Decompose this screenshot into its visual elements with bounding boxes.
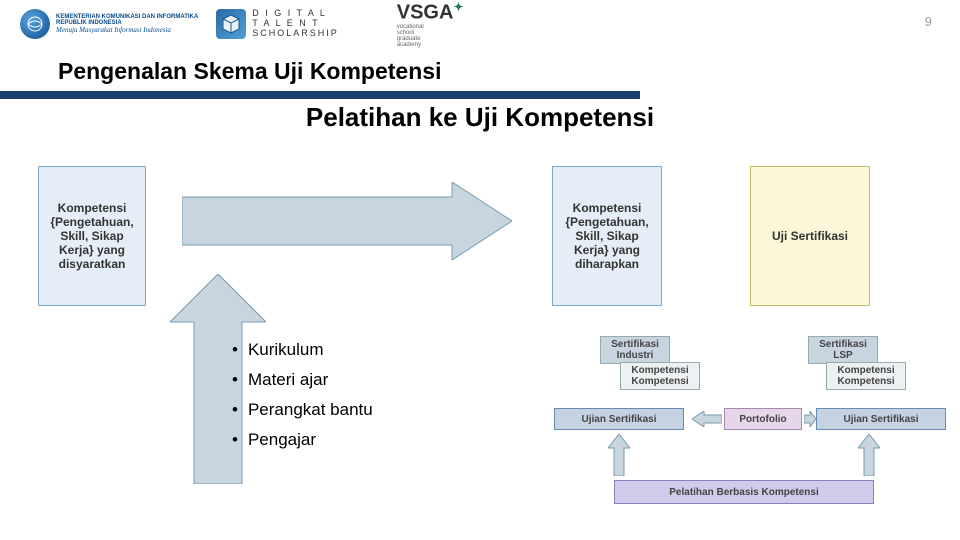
page-number: 9 xyxy=(925,14,932,29)
vsga-logo: VSGA✦ vocational school graduate academy xyxy=(397,0,464,48)
box-ujian-sertifikasi-1: Ujian Sertifikasi xyxy=(554,408,684,430)
arrow-up-small-1 xyxy=(608,434,630,476)
vsga-text: VSGA✦ xyxy=(397,0,464,24)
box-ujian-sertifikasi-2: Ujian Sertifikasi xyxy=(816,408,946,430)
bullet-kurikulum: Kurikulum xyxy=(232,340,373,360)
bullet-list: Kurikulum Materi ajar Perangkat bantu Pe… xyxy=(232,340,373,460)
box-sertifikasi-lsp: Sertifikasi LSP xyxy=(808,336,878,364)
bullet-pengajar: Pengajar xyxy=(232,430,373,450)
dts-line3: SCHOLARSHIP xyxy=(252,29,339,39)
box-sertifikasi-industri: Sertifikasi Industri xyxy=(600,336,670,364)
vsga-sub4: academy xyxy=(397,42,421,48)
kominfo-icon xyxy=(20,9,50,39)
dts-logo: D I G I T A L T A L E N T SCHOLARSHIP xyxy=(216,9,339,39)
ministry-line1: KEMENTERIAN KOMUNIKASI DAN INFORMATIKA xyxy=(56,14,198,21)
arrow-up-small-2 xyxy=(858,434,880,476)
title-bar-text: Pengenalan Skema Uji Kompetensi xyxy=(58,58,441,84)
dts-cube-icon xyxy=(216,9,246,39)
box-kompetensi-disyaratkan: Kompetensi {Pengetahuan, Skill, Sikap Ke… xyxy=(38,166,146,306)
bullet-materi: Materi ajar xyxy=(232,370,373,390)
box-kompetensi-2: Kompetensi Kompetensi xyxy=(826,362,906,390)
box-portofolio: Portofolio xyxy=(724,408,802,430)
bullet-perangkat: Perangkat bantu xyxy=(232,400,373,420)
slide-header: KEMENTERIAN KOMUNIKASI DAN INFORMATIKA R… xyxy=(0,0,960,48)
arrow-right-large xyxy=(182,182,512,260)
arrow-left-small xyxy=(692,411,722,427)
box-kompetensi-diharapkan: Kompetensi {Pengetahuan, Skill, Sikap Ke… xyxy=(552,166,662,306)
ministry-script: Menuju Masyarakat Informasi Indonesia xyxy=(56,27,198,35)
ministry-logo: KEMENTERIAN KOMUNIKASI DAN INFORMATIKA R… xyxy=(20,9,198,39)
subtitle: Pelatihan ke Uji Kompetensi xyxy=(0,102,960,133)
arrow-right-small xyxy=(804,411,816,427)
ministry-text: KEMENTERIAN KOMUNIKASI DAN INFORMATIKA R… xyxy=(56,14,198,35)
title-bar: Pengenalan Skema Uji Kompetensi xyxy=(0,52,640,99)
dts-text: D I G I T A L T A L E N T SCHOLARSHIP xyxy=(252,9,339,39)
star-icon: ✦ xyxy=(453,0,463,14)
box-pelatihan-berbasis: Pelatihan Berbasis Kompetensi xyxy=(614,480,874,504)
box-uji-sertifikasi: Uji Sertifikasi xyxy=(750,166,870,306)
box-kompetensi-1: Kompetensi Kompetensi xyxy=(620,362,700,390)
